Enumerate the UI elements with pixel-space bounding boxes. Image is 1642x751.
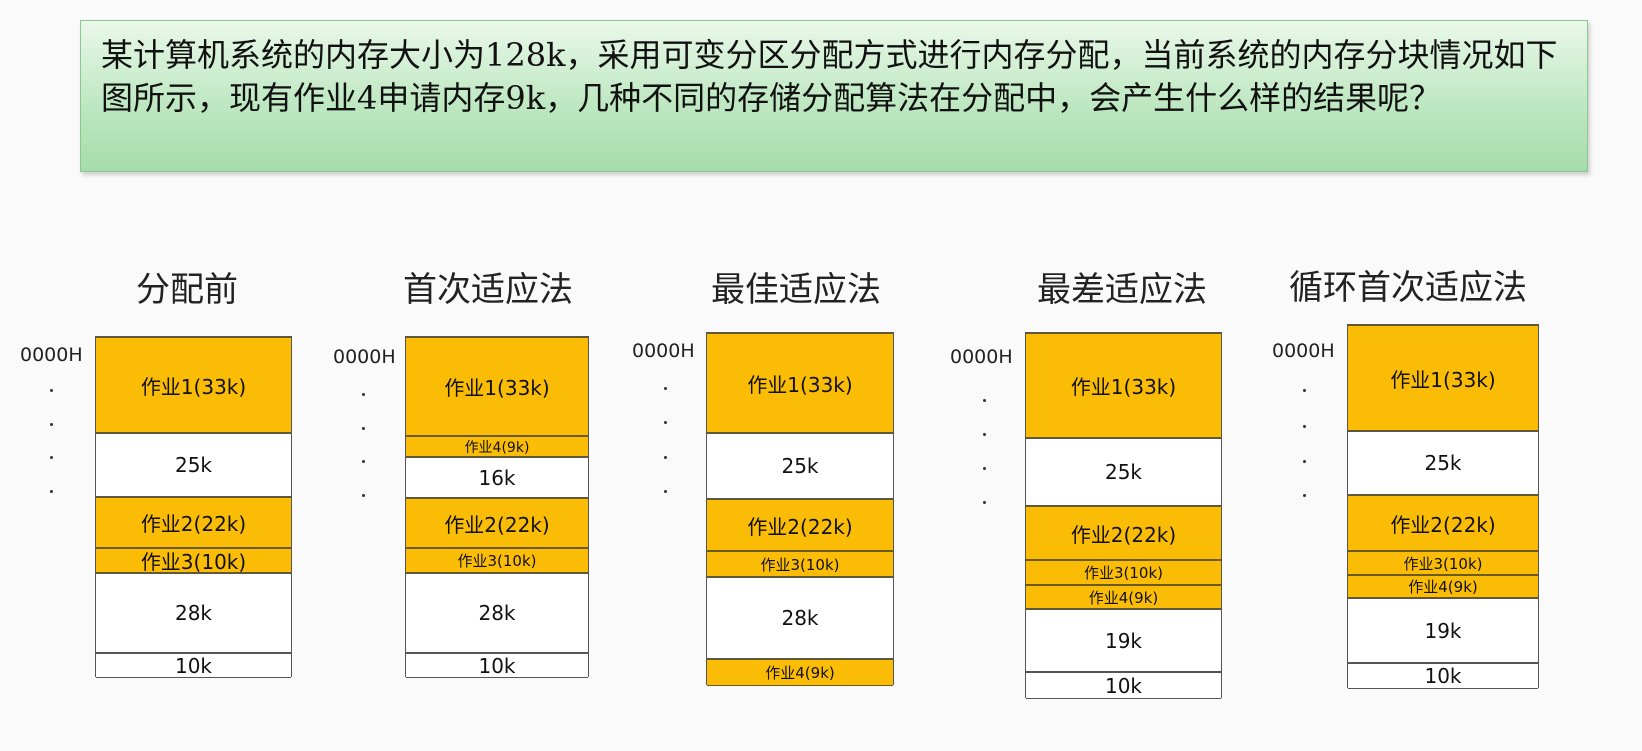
ellipsis-dot (664, 421, 667, 424)
ellipsis-dot (362, 427, 365, 430)
column-title: 最佳适应法 (711, 270, 881, 310)
memory-stack: 作业1(33k) 25k 作业2(22k) 作业3(10k) 28k 10k (95, 336, 292, 678)
ellipsis-dot (983, 467, 986, 470)
free-block: 10k (1348, 663, 1538, 689)
free-block: 25k (1026, 438, 1221, 506)
allocated-block: 作业1(33k) (406, 337, 588, 436)
ellipsis-dot (50, 456, 53, 459)
memory-stack: 作业1(33k) 25k 作业2(22k) 作业3(10k) 28k 作业4(9k) (706, 332, 894, 686)
ellipsis-dot (983, 433, 986, 436)
allocated-block: 作业3(10k) (1026, 560, 1221, 585)
ellipsis-dot (362, 393, 365, 396)
memory-stack: 作业1(33k) 25k 作业2(22k) 作业3(10k) 作业4(9k) 19k 10k (1347, 324, 1539, 689)
ellipsis-dot (362, 494, 365, 497)
free-block: 10k (1026, 672, 1221, 699)
free-block: 28k (406, 573, 588, 653)
free-block: 25k (96, 433, 291, 497)
free-block: 19k (1348, 598, 1538, 663)
ellipsis-dot (50, 490, 53, 493)
allocated-block: 作业4(9k) (707, 659, 893, 686)
ellipsis-dot (362, 460, 365, 463)
allocated-block: 作业1(33k) (1348, 325, 1538, 431)
column-title: 最差适应法 (1037, 270, 1207, 310)
allocated-block: 作业1(33k) (707, 333, 893, 433)
allocated-block: 作业4(9k) (1348, 575, 1538, 598)
question-box: 某计算机系统的内存大小为128k，采用可变分区分配方式进行内存分配，当前系统的内… (80, 20, 1588, 172)
ellipsis-dot (664, 387, 667, 390)
ellipsis-dot (1303, 389, 1306, 392)
allocated-block: 作业1(33k) (96, 337, 291, 433)
allocated-block: 作业3(10k) (1348, 551, 1538, 575)
free-block: 28k (707, 577, 893, 659)
allocated-block: 作业2(22k) (1348, 495, 1538, 551)
allocated-block: 作业2(22k) (1026, 506, 1221, 560)
allocated-block: 作业4(9k) (1026, 585, 1221, 609)
allocated-block: 作业3(10k) (406, 548, 588, 573)
allocated-block: 作业3(10k) (96, 548, 291, 574)
free-block: 16k (406, 457, 588, 498)
start-address-label: 0000H (1272, 340, 1335, 362)
start-address-label: 0000H (950, 346, 1013, 368)
ellipsis-dot (1303, 460, 1306, 463)
free-block: 10k (96, 653, 291, 678)
allocated-block: 作业2(22k) (406, 498, 588, 548)
free-block: 19k (1026, 609, 1221, 672)
ellipsis-dot (50, 389, 53, 392)
column-title: 分配前 (136, 270, 238, 310)
allocated-block: 作业2(22k) (96, 497, 291, 548)
start-address-label: 0000H (632, 340, 695, 362)
free-block: 10k (406, 653, 588, 678)
free-block: 28k (96, 573, 291, 653)
free-block: 25k (707, 433, 893, 499)
memory-stack: 作业1(33k) 25k 作业2(22k) 作业3(10k) 作业4(9k) 19k 10k (1025, 332, 1222, 699)
ellipsis-dot (983, 501, 986, 504)
allocated-block: 作业1(33k) (1026, 333, 1221, 438)
start-address-label: 0000H (20, 344, 83, 366)
question-text: 某计算机系统的内存大小为128k，采用可变分区分配方式进行内存分配，当前系统的内… (101, 36, 1558, 117)
column-title: 循环首次适应法 (1289, 268, 1527, 308)
ellipsis-dot (664, 490, 667, 493)
ellipsis-dot (1303, 494, 1306, 497)
allocated-block: 作业2(22k) (707, 499, 893, 551)
allocated-block: 作业4(9k) (406, 436, 588, 457)
ellipsis-dot (50, 423, 53, 426)
allocated-block: 作业3(10k) (707, 551, 893, 577)
ellipsis-dot (664, 456, 667, 459)
start-address-label: 0000H (333, 346, 396, 368)
free-block: 25k (1348, 431, 1538, 495)
column-title: 首次适应法 (403, 270, 573, 310)
ellipsis-dot (983, 399, 986, 402)
memory-stack: 作业1(33k) 作业4(9k) 16k 作业2(22k) 作业3(10k) 28k 10k (405, 336, 589, 678)
ellipsis-dot (1303, 425, 1306, 428)
